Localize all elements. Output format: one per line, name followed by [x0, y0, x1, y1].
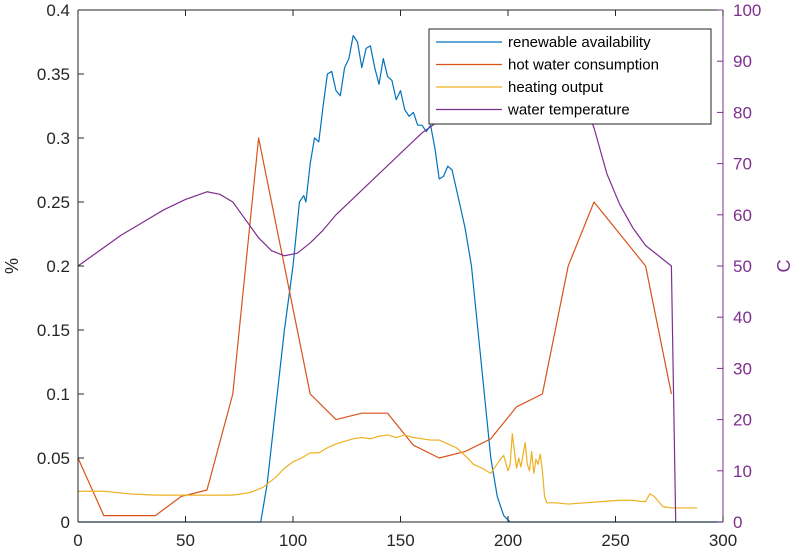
series-line-hot-water-consumption — [77, 137, 672, 517]
legend-box — [428, 28, 712, 125]
y-tick-label-right: 0 — [733, 513, 742, 532]
y-tick-label-left: 0.15 — [37, 321, 70, 340]
y-tick-label-left: 0.2 — [46, 257, 70, 276]
legend-label: renewable availability — [508, 34, 651, 51]
y-tick-label-left: 0.1 — [46, 385, 70, 404]
y-tick-label-left: 0.05 — [37, 449, 70, 468]
x-tick-label: 50 — [176, 531, 195, 550]
y-tick-label-left: 0.3 — [46, 129, 70, 148]
x-tick-label: 100 — [279, 531, 307, 550]
y-tick-label-right: 30 — [733, 359, 752, 378]
y-tick-label-right: 60 — [733, 206, 752, 225]
y-tick-label-right: 100 — [733, 1, 761, 20]
y-tick-label-right: 80 — [733, 103, 752, 122]
axes-layer: 0 50 100 150 200 250 30000.050.10.150.20.250.3… — [37, 1, 761, 550]
y-tick-label-left: 0.4 — [46, 1, 70, 20]
series-line-heating-output — [78, 433, 698, 509]
legend-label: hot water consumption — [508, 57, 659, 74]
y-tick-label-right: 20 — [733, 411, 752, 430]
y-tick-label-left: 0.35 — [37, 65, 70, 84]
series-line-renewable-availability — [78, 34, 723, 523]
y-tick-label-right: 50 — [733, 257, 752, 276]
y-tick-label-right: 40 — [733, 308, 752, 327]
y-tick-label-left: 0 — [61, 513, 70, 532]
y-tick-label-right: 10 — [733, 462, 752, 481]
y-axis-label-right: C — [774, 260, 794, 273]
y-tick-label-right: 70 — [733, 155, 752, 174]
x-tick-label: 0 — [73, 531, 82, 550]
y-axis-label-left: % — [2, 258, 22, 274]
y-tick-label-left: 0.25 — [37, 193, 70, 212]
x-tick-label: 250 — [601, 531, 629, 550]
legend: renewable availability hot water consumpt… — [428, 28, 712, 125]
x-tick-label: 300 — [709, 531, 737, 550]
legend-label: heating output — [508, 79, 604, 96]
y-tick-label-right: 90 — [733, 52, 752, 71]
legend-label: water temperature — [507, 102, 630, 119]
x-tick-label: 200 — [494, 531, 522, 550]
series-line-water-temperature — [77, 58, 677, 523]
series-layer — [77, 34, 723, 523]
x-tick-label: 150 — [386, 531, 414, 550]
